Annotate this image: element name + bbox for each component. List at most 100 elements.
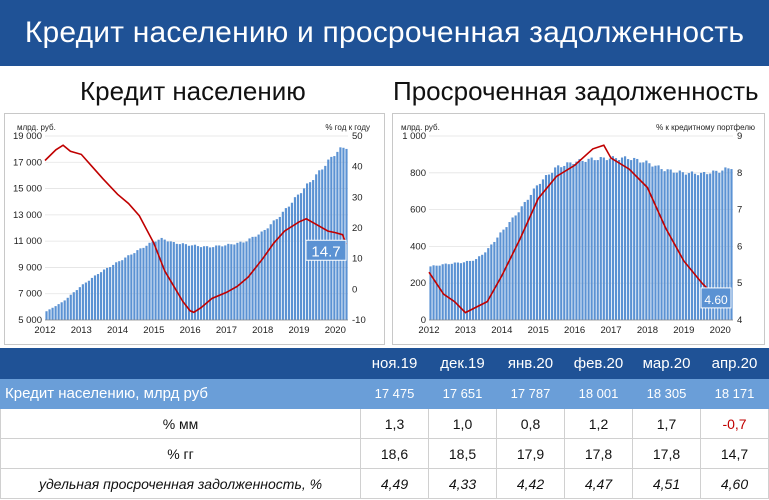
table-cell: 17,9 — [496, 438, 565, 469]
table-header-blank — [0, 348, 361, 379]
bar — [187, 245, 191, 320]
bar — [475, 259, 478, 320]
bar — [538, 183, 542, 320]
bar — [432, 265, 435, 320]
page-title: Кредит населению и просроченная задолжен… — [0, 0, 769, 66]
y-tick-label-left: 400 — [410, 241, 426, 252]
table-header-month: мар.20 — [632, 348, 701, 379]
bar — [696, 175, 700, 320]
table-cell: 4,47 — [564, 468, 633, 499]
y-tick-label-right: 50 — [352, 131, 363, 142]
bar — [532, 188, 535, 320]
bar — [99, 272, 103, 320]
row-label: % мм — [0, 408, 361, 439]
bar — [493, 241, 496, 320]
right-chart-subtitle: Просроченная задолженность — [393, 76, 759, 106]
bar — [438, 265, 441, 320]
data-table: ноя.19 дек.19 янв.20 фев.20 мар.20 апр.2… — [0, 348, 769, 499]
bar — [269, 224, 272, 320]
x-tick-label: 2019 — [673, 325, 694, 336]
bar — [178, 244, 181, 320]
bar — [684, 174, 687, 320]
bar — [57, 304, 60, 320]
y-tick-label-left: 15 000 — [13, 184, 42, 195]
bar — [239, 241, 242, 320]
bar — [263, 229, 266, 320]
table-row-npl: удельная просроченная задолженность, % 4… — [0, 468, 769, 499]
x-tick-label: 2013 — [455, 325, 476, 336]
bar — [681, 172, 684, 320]
bar — [84, 282, 87, 320]
bar — [569, 162, 572, 320]
bar — [654, 165, 657, 320]
y-tick-label-left: 1 000 — [402, 131, 426, 142]
bar — [93, 275, 97, 320]
annotation-label: 4.60 — [704, 293, 728, 307]
bar — [272, 220, 275, 320]
bar — [730, 169, 733, 320]
bar — [121, 260, 124, 320]
y-tick-label-left: 0 — [421, 315, 426, 326]
bar — [429, 266, 432, 320]
bar — [257, 234, 260, 320]
bar — [666, 169, 669, 320]
x-tick-label: 2016 — [180, 325, 201, 336]
y-tick-label-right: 5 — [737, 278, 742, 289]
table-cell: 1,0 — [428, 408, 497, 439]
bar — [287, 206, 291, 320]
y-axis-title-right: % к кредитному портфелю — [656, 123, 755, 132]
bar — [166, 241, 169, 320]
table-cell: 1,3 — [360, 408, 429, 439]
bar — [511, 217, 514, 320]
bar — [541, 179, 545, 320]
bar — [160, 237, 163, 320]
bar — [236, 242, 239, 320]
y-tick-label-right: 6 — [737, 241, 742, 252]
table-cell: 0,8 — [496, 408, 565, 439]
bar — [471, 260, 475, 320]
table-header-month: ноя.19 — [360, 348, 429, 379]
bar — [657, 165, 660, 320]
bar — [523, 201, 526, 320]
bar — [514, 215, 517, 320]
y-tick-label-right: 10 — [352, 254, 363, 265]
bar — [233, 244, 236, 320]
bar — [302, 188, 306, 320]
table-row-credit: Кредит населению, млрд руб 17 475 17 651… — [0, 378, 769, 409]
y-tick-label-left: 200 — [410, 278, 426, 289]
bar — [611, 156, 615, 320]
bar — [175, 243, 178, 320]
bar — [459, 263, 463, 320]
bar — [142, 247, 145, 320]
table-cell: 4,33 — [428, 468, 497, 499]
bar — [560, 167, 563, 320]
value-annotation: 4.60 — [700, 287, 732, 309]
bar — [672, 172, 675, 320]
y-axis-title-left: млрд. руб. — [17, 123, 56, 132]
credit-chart-svg: 5 000 7 000 9 000 11 000 13 000 15 000 17 000 1… — [13, 123, 370, 336]
bar — [517, 212, 520, 320]
line-series — [44, 144, 347, 314]
bar — [718, 172, 721, 320]
x-tick-label: 2020 — [710, 325, 731, 336]
bar — [724, 167, 727, 320]
x-tick-label: 2019 — [288, 325, 309, 336]
table-cell: 4,60 — [700, 468, 769, 499]
bar — [499, 232, 502, 320]
bar — [254, 236, 257, 320]
bar — [63, 300, 66, 320]
bar — [139, 248, 142, 320]
bar — [623, 156, 627, 320]
bar — [248, 238, 251, 320]
bar — [96, 274, 100, 320]
bar — [202, 246, 206, 320]
bar — [633, 157, 636, 320]
table-cell: 18 001 — [564, 378, 633, 409]
table-cell: 18,6 — [360, 438, 429, 469]
bar — [199, 247, 203, 320]
table-cell: 4,42 — [496, 468, 565, 499]
bar — [115, 262, 118, 320]
bar — [465, 260, 469, 320]
table-header-month: апр.20 — [700, 348, 769, 379]
table-row-yy: % гг 18,6 18,5 17,9 17,8 17,8 14,7 — [0, 438, 769, 469]
